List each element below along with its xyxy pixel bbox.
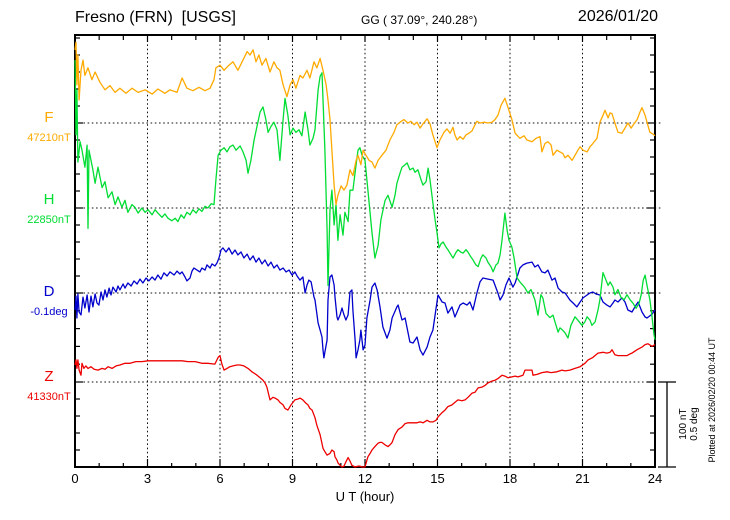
component-baseline-h: 22850nT [27,214,71,226]
component-block-h: H 22850nT [16,191,82,227]
x-tick-label: 0 [71,471,79,486]
scale-bar-nt-label: 100 nT [678,408,689,440]
component-block-z: Z 41330nT [16,368,82,404]
station-title: Fresno (FRN) [USGS] [75,9,236,26]
component-baseline-d: -0.1deg [30,306,68,318]
x-axis-title: U T (hour) [335,489,395,504]
component-label-h: H [43,191,55,208]
component-baseline-z: 41330nT [27,391,71,403]
x-tick-label: 15 [430,471,445,486]
component-label-f: F [44,109,54,126]
scale-bar-deg-label: 0.5 deg [689,407,700,441]
component-block-d: D -0.1deg [16,283,82,319]
x-tick-label: 18 [502,471,518,486]
scale-bar-label: 100 nT 0.5 deg [678,394,700,454]
x-tick-label: 12 [357,471,373,486]
x-tick-label: 24 [647,471,663,486]
geographic-coordinates-label: GG ( 37.09°, 240.28°) [361,13,478,27]
x-axis-tick-labels: 0 3 6 9 12 15 18 21 24 [0,471,730,487]
plotted-at-label: Plotted at 2026/02/20 00:44 UT [707,337,717,463]
component-block-f: F 47210nT [16,109,82,145]
date-label: 2026/01/20 [577,8,658,25]
component-baseline-f: 47210nT [27,132,71,144]
x-tick-label: 3 [143,471,152,486]
component-label-z: Z [44,368,54,385]
x-tick-label: 9 [288,471,297,486]
component-label-d: D [43,283,55,300]
x-tick-label: 21 [575,471,590,486]
x-tick-label: 6 [216,471,224,486]
